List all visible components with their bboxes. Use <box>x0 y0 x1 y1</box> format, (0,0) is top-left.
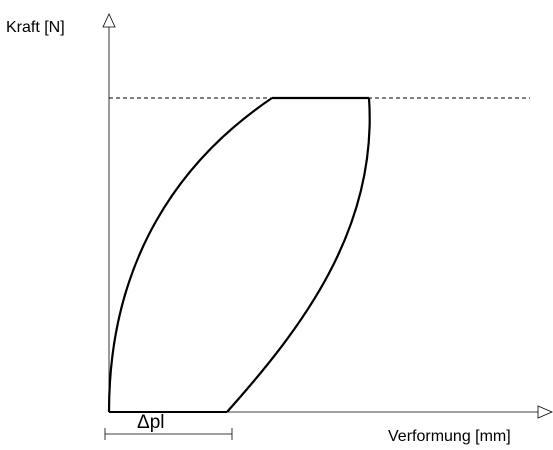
unloading-curve <box>226 97 371 413</box>
delta-pl-label: Δpl <box>137 412 165 433</box>
y-axis-label: Kraft [N] <box>6 19 65 36</box>
x-axis-label: Verformung [mm] <box>388 428 511 445</box>
loading-curve <box>107 97 273 413</box>
y-axis-arrowhead <box>102 13 116 28</box>
x-axis-arrowhead <box>537 405 553 419</box>
